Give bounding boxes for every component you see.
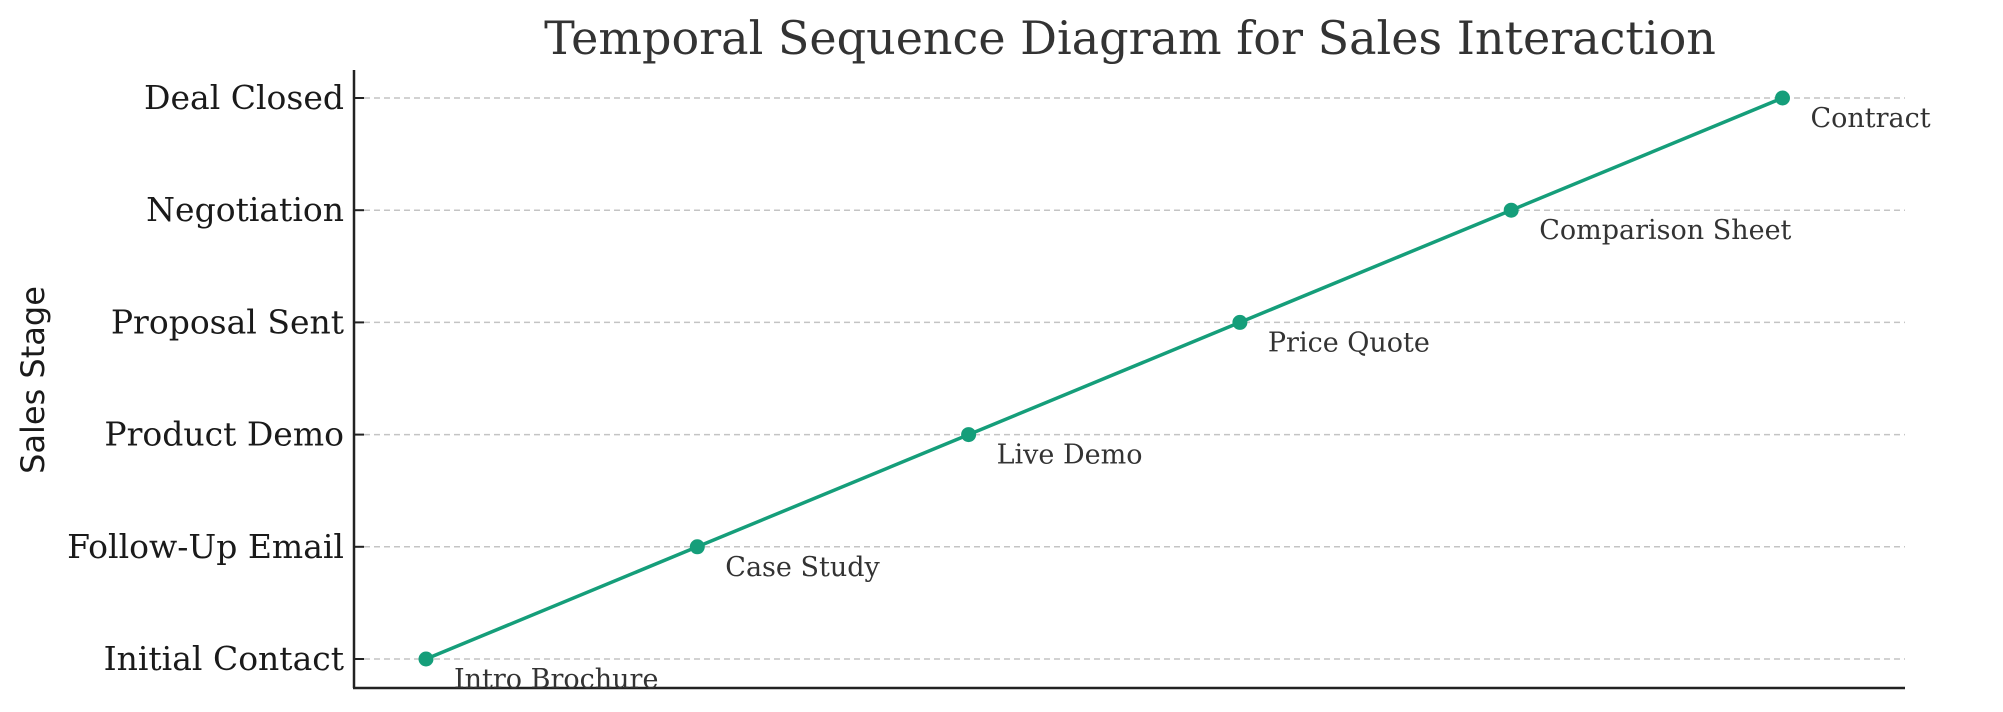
annotation-2: Live Demo	[997, 440, 1143, 471]
data-point-5	[1775, 90, 1790, 106]
y-tick-label-2: Product Demo	[104, 415, 344, 454]
y-axis-label: Sales Stage	[14, 286, 52, 474]
point-annotations: Intro Brochure Case Study Live Demo Price Q…	[454, 103, 1931, 695]
data-point-3	[1232, 314, 1248, 330]
y-tick-label-3: Proposal Sent	[111, 302, 344, 341]
y-tick-label-0: Initial Contact	[104, 639, 344, 678]
data-point-4	[1503, 202, 1519, 218]
annotation-0: Intro Brochure	[454, 664, 658, 695]
chart-title: Temporal Sequence Diagram for Sales Inte…	[544, 11, 1716, 65]
series-sales-stage	[425, 96, 1784, 661]
annotation-1: Case Study	[725, 552, 880, 583]
gridlines	[354, 97, 1905, 660]
y-tick-label-5: Deal Closed	[144, 78, 344, 117]
annotation-4: Comparison Sheet	[1539, 215, 1791, 246]
data-points	[418, 90, 1790, 667]
y-tick-label-4: Negotiation	[146, 190, 344, 229]
data-point-2	[961, 427, 977, 443]
series-line	[425, 96, 1784, 661]
y-tick-label-1: Follow-Up Email	[67, 527, 344, 566]
axes	[352, 70, 1905, 690]
data-point-0	[418, 651, 434, 667]
data-point-1	[689, 539, 705, 555]
annotation-3: Price Quote	[1268, 327, 1430, 358]
annotation-5: Contract	[1811, 103, 1931, 134]
y-tick-labels: Initial Contact Follow-Up Email Product De…	[67, 78, 344, 678]
